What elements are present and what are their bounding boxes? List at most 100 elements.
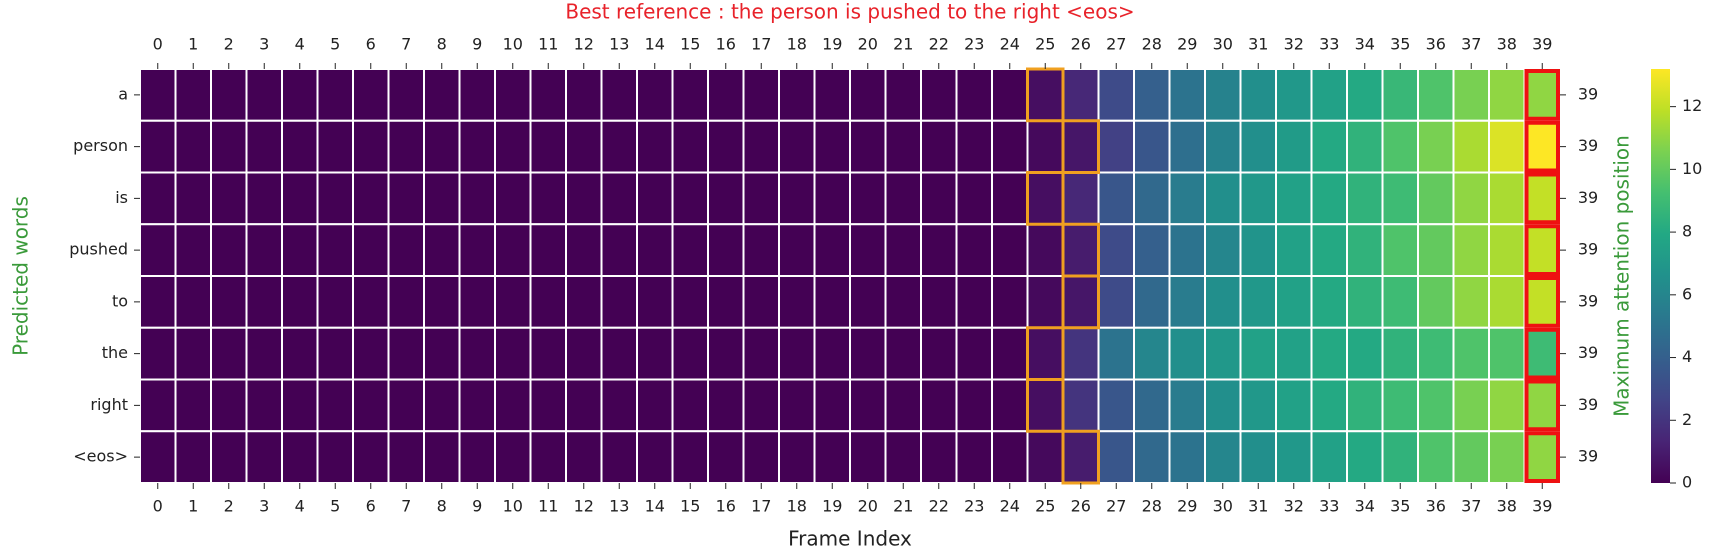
x-tick-label-top: 11: [538, 35, 558, 54]
heatmap-cell: [778, 171, 816, 226]
heatmap-cell: [174, 430, 212, 484]
x-tick-label-top: 24: [1000, 35, 1020, 54]
max-position-label: 39: [1578, 395, 1598, 414]
x-tick-label-top: 7: [401, 35, 411, 54]
heatmap-cell: [707, 223, 745, 277]
heatmap-cell: [1026, 223, 1064, 277]
heatmap-cell: [1026, 378, 1064, 433]
heatmap-cell: [813, 119, 851, 174]
x-tick-label-top: 9: [472, 35, 482, 54]
colorbar: [1651, 69, 1670, 483]
x-tick-label-top: 0: [153, 35, 163, 54]
heatmap-cell: [742, 430, 780, 484]
heatmap-cell: [423, 68, 461, 122]
x-tick-label: 24: [1000, 497, 1020, 516]
x-axis-label: Frame Index: [788, 527, 912, 551]
x-tick-label: 34: [1355, 497, 1375, 516]
heatmap-cell: [139, 171, 177, 226]
heatmap-cell: [565, 275, 603, 329]
heatmap-cell: [281, 223, 319, 277]
heatmap-cell: [1062, 326, 1100, 381]
heatmap-cell: [565, 119, 603, 174]
best-reference-box: [1026, 378, 1065, 433]
heatmap-cell: [1026, 326, 1064, 381]
heatmap-cell: [991, 119, 1029, 174]
x-tick-label: 37: [1461, 497, 1481, 516]
heatmap-cell: [991, 326, 1029, 381]
heatmap-cell: [210, 378, 248, 433]
heatmap-cell: [1239, 378, 1277, 433]
x-tick-label-top: 20: [858, 35, 878, 54]
heatmap-cell: [529, 223, 567, 277]
colorbar-tick-label: 0: [1682, 473, 1692, 492]
heatmap-cell: [1026, 68, 1064, 122]
heatmap-cell: [1417, 378, 1455, 433]
heatmap-cell: [1275, 68, 1313, 122]
heatmap-cell: [1239, 275, 1277, 329]
x-tick-label-top: 25: [1035, 35, 1055, 54]
x-tick-label: 0: [153, 497, 163, 516]
max-position-box: [1524, 379, 1560, 432]
x-tick-label: 13: [609, 497, 629, 516]
heatmap-cell: [139, 378, 177, 433]
heatmap-cell: [813, 223, 851, 277]
heatmap-cell: [991, 275, 1029, 329]
heatmap-cell: [316, 430, 354, 484]
heatmap-cell: [1204, 378, 1242, 433]
x-tick-label-top: 15: [680, 35, 700, 54]
heatmap-cell: [281, 378, 319, 433]
heatmap-cell: [316, 326, 354, 381]
x-tick-label-top: 4: [295, 35, 305, 54]
heatmap-cell: [210, 119, 248, 174]
x-tick-label: 2: [224, 497, 234, 516]
heatmap-cell: [884, 430, 922, 484]
heatmap-cell: [742, 223, 780, 277]
colorbar-tick-label: 10: [1682, 159, 1702, 178]
heatmap-cell: [1310, 171, 1348, 226]
x-tick-label-top: 2: [224, 35, 234, 54]
heatmap-cell: [1097, 378, 1135, 433]
heatmap-cell: [707, 275, 745, 329]
heatmap-cell: [1381, 171, 1419, 226]
x-tick-label-top: 8: [437, 35, 447, 54]
heatmap-cell: [1346, 275, 1384, 329]
heatmap-cell: [1168, 326, 1206, 381]
x-tick-label-top: 18: [787, 35, 807, 54]
heatmap-cell: [1097, 326, 1135, 381]
heatmap-cell: [1381, 326, 1419, 381]
heatmap-cell: [1097, 171, 1135, 226]
heatmap-cell: [707, 119, 745, 174]
heatmap-cell: [423, 275, 461, 329]
heatmap-cell: [742, 326, 780, 381]
heatmap-cell: [813, 68, 851, 122]
heatmap-cell: [636, 68, 674, 122]
heatmap-cell: [813, 275, 851, 329]
x-tick-label-top: 13: [609, 35, 629, 54]
heatmap-cell: [1523, 326, 1561, 381]
heatmap-cell: [210, 68, 248, 122]
heatmap-cell: [920, 326, 958, 381]
heatmap-cell: [1523, 119, 1561, 174]
best-reference-box: [1061, 274, 1100, 330]
heatmap-cell: [352, 430, 390, 484]
x-tick-label: 3: [259, 497, 269, 516]
heatmap-cell: [884, 119, 922, 174]
max-position-label: 39: [1578, 136, 1598, 155]
heatmap-cell: [387, 171, 425, 226]
heatmap-cell: [813, 326, 851, 381]
heatmap-cell: [387, 223, 425, 277]
heatmap-cell: [1204, 275, 1242, 329]
heatmap-cell: [1346, 430, 1384, 484]
heatmap-cell: [245, 326, 283, 381]
heatmap-cell: [920, 68, 958, 122]
x-tick-label-top: 22: [929, 35, 949, 54]
heatmap-cell: [1275, 326, 1313, 381]
heatmap-cell: [387, 275, 425, 329]
heatmap-cell: [352, 68, 390, 122]
heatmap-cell: [210, 223, 248, 277]
heatmap-cell: [920, 378, 958, 433]
heatmap-cell: [1062, 275, 1100, 329]
heatmap-cell: [1275, 171, 1313, 226]
heatmap-cell: [671, 430, 709, 484]
